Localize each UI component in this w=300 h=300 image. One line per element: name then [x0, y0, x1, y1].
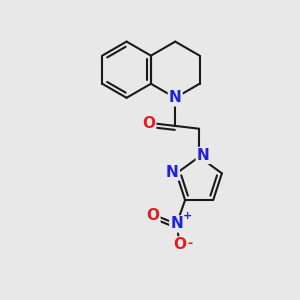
Text: +: + [183, 211, 192, 221]
Text: N: N [170, 217, 183, 232]
Text: -: - [188, 237, 193, 250]
Text: N: N [197, 148, 209, 163]
Text: N: N [166, 164, 179, 179]
Text: O: O [146, 208, 159, 223]
Text: O: O [142, 116, 155, 130]
Text: N: N [169, 90, 182, 105]
Text: O: O [173, 238, 186, 253]
